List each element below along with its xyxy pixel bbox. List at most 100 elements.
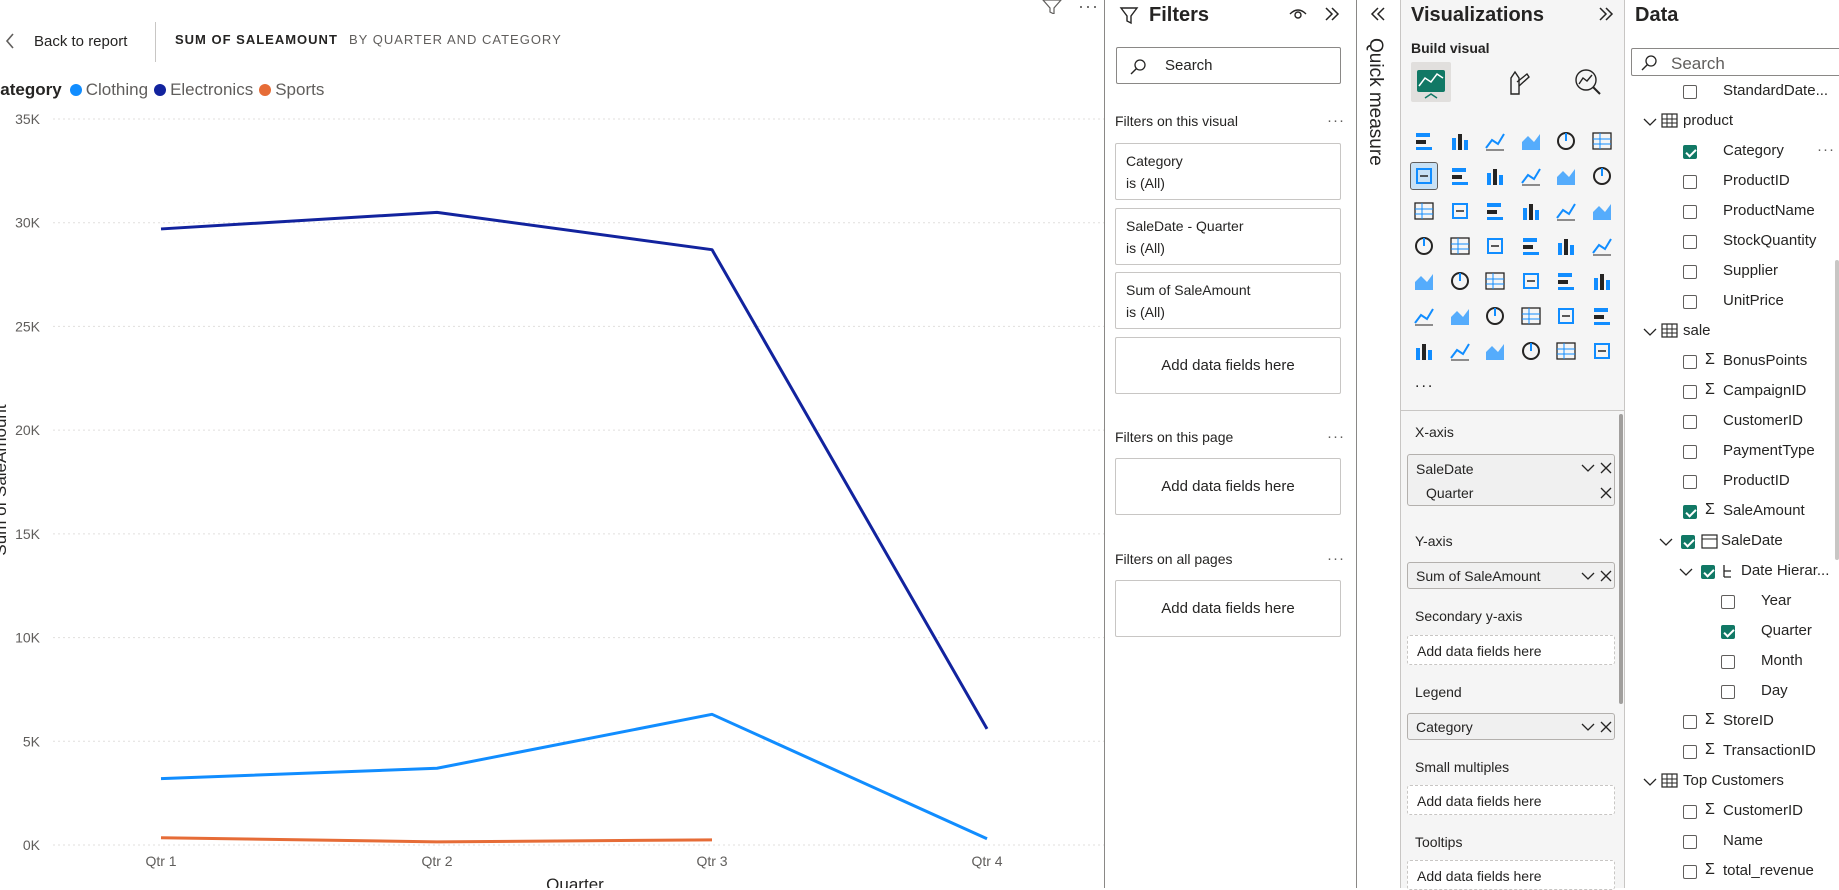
field-row[interactable]: Quarter [1625,618,1839,646]
filter-card-quarter[interactable]: SaleDate - Quarter is (All) [1115,208,1341,265]
field-checkbox[interactable] [1683,175,1697,189]
field-row[interactable]: CustomerID [1625,408,1839,436]
ribbon-icon[interactable] [1411,198,1437,224]
collapse-viz-icon[interactable] [1597,6,1615,22]
field-checkbox[interactable] [1683,745,1697,759]
chevron-down-icon[interactable] [1643,117,1657,127]
more-visuals-button[interactable]: ... [1415,374,1435,391]
field-row[interactable]: Supplier [1625,258,1839,286]
field-checkbox[interactable] [1683,235,1697,249]
stacked-bar-icon[interactable] [1411,128,1437,154]
remove-subfield-icon[interactable] [1600,487,1612,499]
legend-field-pill[interactable]: Category [1407,713,1615,740]
data-search-box[interactable]: Search [1631,48,1839,76]
filters-on-page-more[interactable]: ··· [1327,428,1345,445]
field-row[interactable]: Σ SaleAmount [1625,498,1839,526]
quick-measure-tab[interactable]: Quick measure [1364,38,1386,166]
slicer-icon[interactable] [1482,268,1508,294]
add-page-filter-dropzone[interactable]: Add data fields here [1115,458,1341,515]
field-row[interactable]: Name [1625,828,1839,856]
remove-field-icon[interactable] [1600,570,1612,582]
more-options-button[interactable]: ··· [1078,0,1099,16]
collapse-filters-icon[interactable] [1323,6,1341,22]
field-checkbox[interactable] [1721,655,1735,669]
back-to-report-button[interactable]: Back to report [4,28,127,54]
field-row[interactable]: Year [1625,588,1839,616]
field-checkbox[interactable] [1721,685,1735,699]
field-checkbox[interactable] [1683,415,1697,429]
smart-narrative-icon[interactable] [1553,303,1579,329]
field-row[interactable]: PaymentType [1625,438,1839,466]
yaxis-field-pill[interactable]: Sum of SaleAmount [1407,562,1615,589]
expand-left-icon[interactable] [1369,6,1387,22]
field-row[interactable]: SaleDate [1625,528,1839,556]
field-row[interactable]: StandardDate... [1625,78,1839,106]
clustered-bar-icon[interactable] [1482,128,1508,154]
table-node[interactable]: Top Customers [1625,768,1839,796]
gauge-icon[interactable] [1553,233,1579,259]
field-row[interactable]: Day [1625,678,1839,706]
field-checkbox[interactable] [1683,805,1697,819]
map-icon[interactable] [1447,233,1473,259]
clustered-column-icon[interactable] [1518,128,1544,154]
field-row[interactable]: ProductID [1625,468,1839,496]
filter-card-saleamount[interactable]: Sum of SaleAmount is (All) [1115,272,1341,329]
power-apps-icon[interactable] [1447,338,1473,364]
field-row[interactable]: ProductID [1625,168,1839,196]
field-checkbox[interactable] [1683,475,1697,489]
remove-field-icon[interactable] [1600,721,1612,733]
data-scrollbar[interactable] [1835,260,1839,560]
filter-indicator-icon[interactable] [1041,0,1063,14]
tooltips-dropzone[interactable]: Add data fields here [1407,860,1615,890]
field-row[interactable]: Category ··· [1625,138,1839,166]
table-node[interactable]: sale [1625,318,1839,346]
field-checkbox[interactable] [1683,85,1697,99]
secondary-yaxis-dropzone[interactable]: Add data fields here [1407,635,1615,665]
key-influencers-icon[interactable] [1447,303,1473,329]
add-visual-filter-dropzone[interactable]: Add data fields here [1115,337,1341,394]
eye-icon[interactable] [1289,6,1307,22]
remove-field-icon[interactable] [1600,462,1612,474]
field-checkbox[interactable] [1683,205,1697,219]
build-visual-tab[interactable] [1411,62,1451,102]
stacked-area-icon[interactable] [1482,163,1508,189]
field-checkbox[interactable] [1683,295,1697,309]
field-row[interactable]: ProductName [1625,198,1839,226]
paginated-report-icon[interactable] [1411,338,1437,364]
field-checkbox[interactable] [1683,355,1697,369]
filled-map-icon[interactable] [1482,233,1508,259]
kpi-icon[interactable] [1447,268,1473,294]
qa-icon[interactable] [1518,303,1544,329]
field-row[interactable]: Σ TransactionID [1625,738,1839,766]
viz-scrollbar[interactable] [1619,414,1623,704]
line-clustered-column-icon[interactable] [1589,163,1615,189]
r-visual-icon[interactable] [1589,268,1615,294]
100-column-icon[interactable] [1589,128,1615,154]
field-row[interactable]: Month [1625,648,1839,676]
treemap-icon[interactable] [1411,233,1437,259]
field-more-options[interactable]: ··· [1817,141,1835,158]
field-row[interactable]: UnitPrice [1625,288,1839,316]
table-icon[interactable] [1518,268,1544,294]
card-icon[interactable] [1589,233,1615,259]
chevron-down-icon[interactable] [1659,537,1673,547]
100-bar-icon[interactable] [1553,128,1579,154]
area-icon[interactable] [1447,163,1473,189]
field-checkbox[interactable] [1683,865,1697,879]
line-icon[interactable] [1410,162,1438,190]
line-chart[interactable]: 0K 5K 10K 15K 20K 25K 30K 35K Qtr 1 Qtr 2 Qtr 3 Qtr… [0,100,1104,888]
chevron-down-icon[interactable] [1581,722,1595,732]
100-area-icon[interactable] [1518,163,1544,189]
copilot-icon[interactable] [1553,338,1579,364]
legend-item-sports[interactable]: Sports [259,80,324,100]
field-checkbox[interactable] [1683,265,1697,279]
filters-on-all-more[interactable]: ··· [1327,550,1345,567]
field-checkbox[interactable] [1683,445,1697,459]
arcgis-icon[interactable] [1518,338,1544,364]
funnel-icon[interactable] [1482,198,1508,224]
field-checkbox[interactable] [1683,385,1697,399]
scatter-icon[interactable] [1518,198,1544,224]
field-row[interactable]: Σ BonusPoints [1625,348,1839,376]
line-column-icon[interactable] [1553,163,1579,189]
